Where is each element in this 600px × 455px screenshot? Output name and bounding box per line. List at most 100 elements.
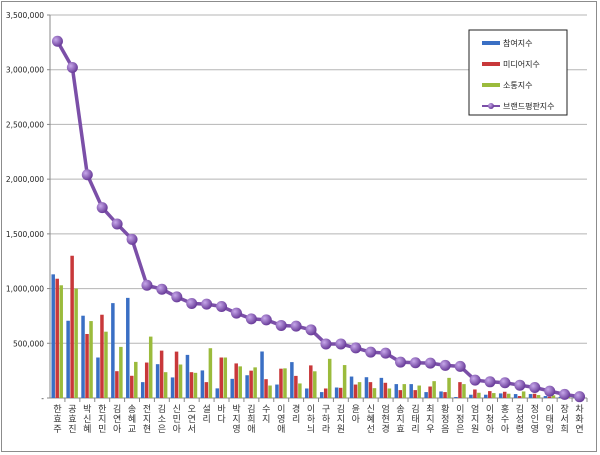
bar <box>327 358 332 398</box>
line-point <box>559 388 571 400</box>
bar <box>253 367 257 398</box>
bar <box>66 320 70 398</box>
bar <box>477 392 481 398</box>
bar <box>234 363 238 398</box>
legend-label: 미디어지수 <box>503 59 540 69</box>
bar <box>309 365 313 398</box>
bar <box>349 376 354 398</box>
bar <box>364 377 369 398</box>
bar <box>484 394 488 398</box>
bar <box>492 393 496 398</box>
line-point <box>275 319 287 331</box>
bar <box>230 378 234 398</box>
line-point <box>395 356 407 368</box>
bar <box>215 388 220 398</box>
line-point <box>454 360 466 372</box>
bar <box>469 394 473 398</box>
line-point <box>141 279 153 291</box>
y-tick-label: 1,000,000 <box>6 285 44 294</box>
line-point <box>350 342 362 354</box>
line-point <box>216 301 228 313</box>
y-tick-label: 3,000,000 <box>6 66 44 75</box>
line-point <box>260 314 272 326</box>
line-point <box>156 283 168 295</box>
bar <box>387 388 392 398</box>
bar <box>111 303 115 398</box>
bar <box>502 391 507 398</box>
bar <box>70 255 74 398</box>
y-tick-label: 1,500,000 <box>6 230 44 239</box>
bar <box>338 387 343 398</box>
line-point <box>186 297 198 309</box>
legend-label: 참여지수 <box>503 38 532 48</box>
y-tick-label: 3,500,000 <box>6 11 44 20</box>
bar <box>290 362 294 398</box>
line-series <box>51 35 586 403</box>
bar <box>439 391 443 398</box>
bar <box>55 278 59 398</box>
line-point <box>320 338 332 350</box>
bar <box>223 357 228 398</box>
bar <box>506 393 511 398</box>
bar <box>413 390 417 398</box>
bar <box>130 375 134 398</box>
bar <box>249 370 253 398</box>
y-tick-label: - <box>41 394 44 403</box>
bar <box>517 396 522 398</box>
bar <box>443 392 447 398</box>
line-point <box>171 291 183 303</box>
bar <box>521 391 526 398</box>
bar <box>126 297 130 398</box>
bar <box>148 336 153 398</box>
legend-label: 브랜드평판지수 <box>503 101 555 111</box>
line-point <box>499 377 511 389</box>
bar <box>357 382 362 398</box>
legend-swatch <box>482 83 500 87</box>
bar <box>424 392 428 398</box>
line-point <box>544 385 556 397</box>
bar <box>189 372 194 398</box>
bar <box>104 331 108 398</box>
bar <box>89 321 93 398</box>
bar <box>454 397 458 398</box>
line-point <box>126 233 138 245</box>
bar <box>547 396 552 398</box>
line-point <box>335 338 347 350</box>
bar <box>100 314 104 398</box>
line-point <box>201 298 213 310</box>
bar <box>383 382 388 398</box>
bar <box>473 389 477 398</box>
bar <box>134 361 138 398</box>
line-point <box>424 357 436 369</box>
bar <box>204 382 209 398</box>
line-point <box>305 324 317 336</box>
bar <box>428 386 432 398</box>
bar <box>96 357 100 398</box>
y-tick-label: 2,500,000 <box>6 120 44 129</box>
line-point <box>484 376 496 388</box>
bar <box>372 388 377 398</box>
bar <box>283 368 287 398</box>
line-point <box>409 357 421 369</box>
line-point <box>290 320 302 332</box>
bar <box>334 387 339 398</box>
bar <box>532 393 537 398</box>
bar <box>219 357 224 398</box>
